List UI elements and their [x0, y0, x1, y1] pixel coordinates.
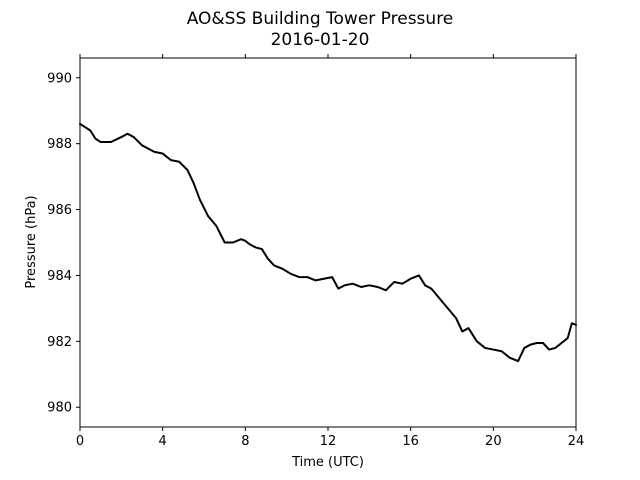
x-axis-label: Time (UTC) [291, 455, 364, 470]
plot-area-frame [79, 57, 577, 428]
chart-title: AO&SS Building Tower Pressure [187, 9, 454, 29]
y-tick-label: 980 [47, 401, 72, 416]
x-tick-label: 8 [241, 434, 249, 449]
y-tick-label: 988 [47, 137, 72, 152]
x-tick-label: 16 [402, 434, 419, 449]
x-tick-label: 4 [159, 434, 167, 449]
x-tick-label: 20 [485, 434, 502, 449]
y-tick-label: 986 [47, 203, 72, 218]
y-tick-label: 990 [47, 71, 72, 86]
y-tick-label: 984 [47, 269, 72, 284]
x-tick-label: 12 [320, 434, 337, 449]
y-axis-label: Pressure (hPa) [24, 195, 39, 288]
y-tick-label: 982 [47, 335, 72, 350]
x-tick-label: 0 [76, 434, 84, 449]
pressure-series-line [79, 122, 577, 363]
x-axis-ticks: 0 4 8 12 16 20 24 [76, 54, 584, 449]
x-tick-label: 24 [568, 434, 585, 449]
chart-subtitle: 2016-01-20 [271, 30, 370, 50]
y-axis-ticks: 980 982 984 986 988 990 [47, 71, 80, 416]
